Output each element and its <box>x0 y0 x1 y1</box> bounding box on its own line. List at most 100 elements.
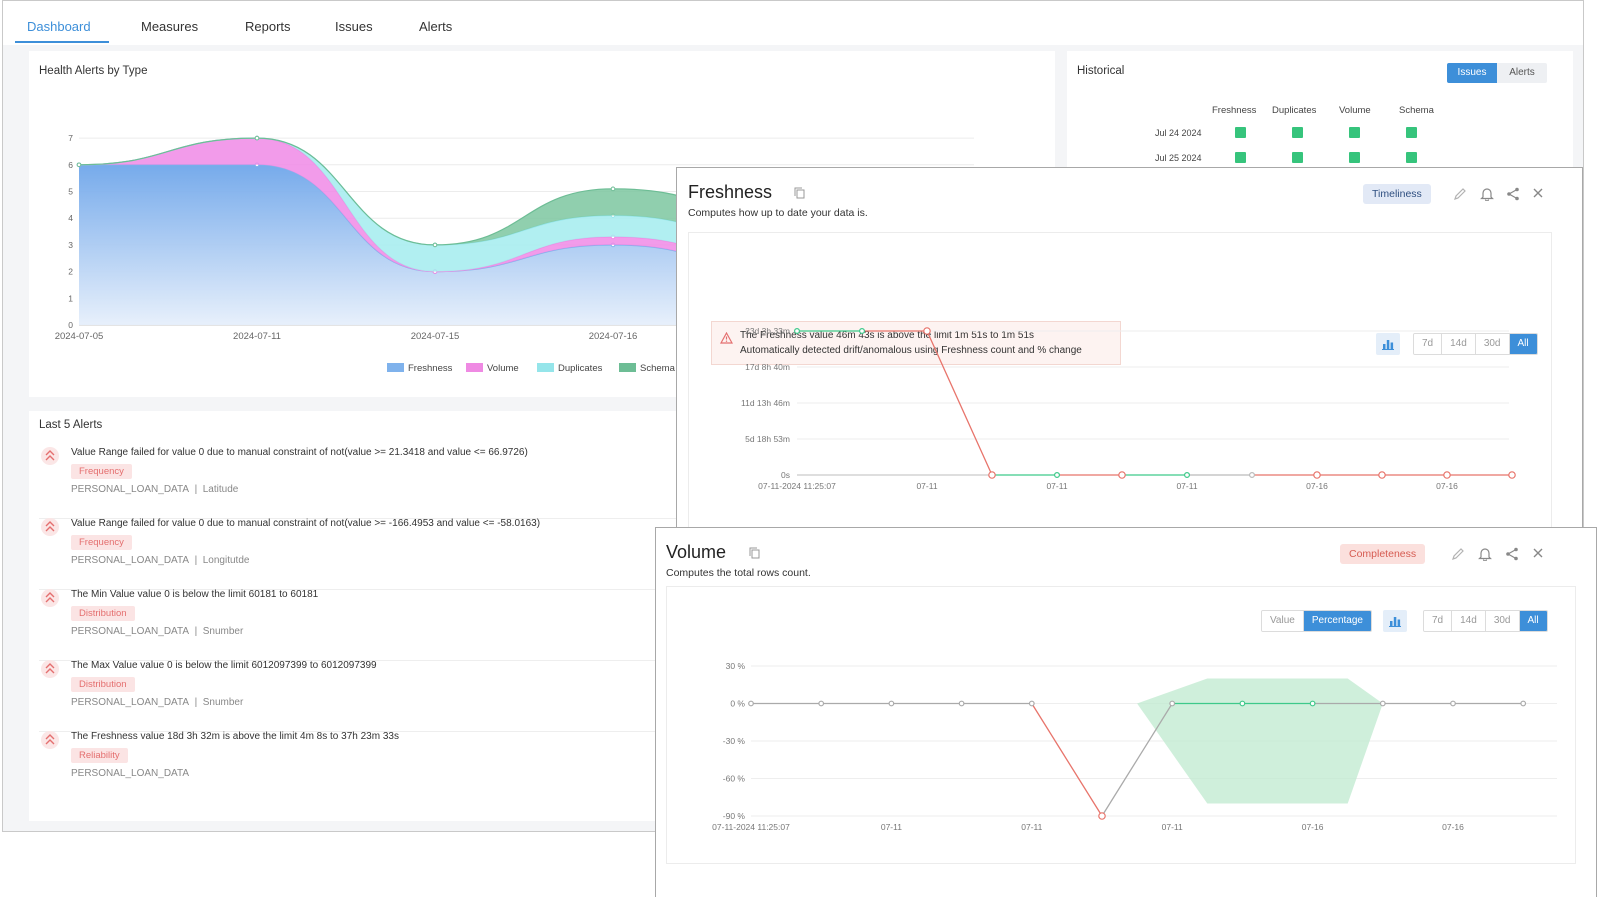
data-point <box>923 327 931 335</box>
edit-icon[interactable] <box>1453 187 1467 201</box>
alert-list-item[interactable]: The Min Value value 0 is below the limit… <box>39 589 1039 661</box>
y-tick-label: 3 <box>68 240 73 250</box>
data-point <box>1508 471 1516 479</box>
y-tick-label: 7 <box>68 133 73 143</box>
alert-list-item[interactable]: The Freshness value 18d 3h 32m is above … <box>39 731 1039 803</box>
bar-chart-icon <box>1389 617 1401 627</box>
freshness-line-chart: 0s 5d 18h 53m 11d 13h 46m 17d 8h 40m 23d 3h … <box>741 326 1516 491</box>
alert-column[interactable]: Latitude <box>202 484 239 495</box>
range-7d[interactable]: 7d <box>1424 611 1453 631</box>
y-tick-label: 2 <box>68 267 73 277</box>
data-point <box>1313 471 1321 479</box>
range-30d[interactable]: 30d <box>1475 334 1510 354</box>
y-tick-label: -60 % <box>723 774 746 784</box>
alert-list-item[interactable]: The Max Value value 0 is below the limit… <box>39 660 1039 732</box>
y-tick-label: 30 % <box>726 661 746 671</box>
range-30d[interactable]: 30d <box>1485 611 1520 631</box>
historical-cell[interactable] <box>1406 127 1417 138</box>
alert-table[interactable]: PERSONAL_LOAN_DATA <box>71 484 190 495</box>
range-14d[interactable]: 14d <box>1442 334 1476 354</box>
tab-alerts[interactable]: Alerts <box>419 19 453 34</box>
alert-column[interactable]: Longitutde <box>202 555 250 566</box>
data-point <box>1450 700 1456 707</box>
tab-measures[interactable]: Measures <box>141 19 199 34</box>
historical-cell[interactable] <box>1235 152 1246 163</box>
alert-list-item[interactable]: Value Range failed for value 0 due to ma… <box>39 518 1039 590</box>
alert-source: PERSONAL_LOAN_DATA | Latitude <box>71 484 239 495</box>
historical-cell[interactable] <box>1235 127 1246 138</box>
alert-column[interactable]: Snumber <box>202 626 244 637</box>
y-tick-label: 5 <box>68 187 73 197</box>
share-icon[interactable] <box>1506 187 1520 201</box>
y-tick-label: 5d 18h 53m <box>745 434 790 444</box>
alert-table[interactable]: PERSONAL_LOAN_DATA <box>71 768 190 779</box>
copy-icon[interactable] <box>749 547 760 559</box>
x-tick-label: 2024-07-05 <box>55 331 104 342</box>
tab-bar: Dashboard Measures Reports Issues Alerts <box>3 1 1583 45</box>
y-tick-label: -90 % <box>723 811 746 821</box>
historical-row-date: Jul 25 2024 <box>1155 153 1202 163</box>
close-icon[interactable] <box>1532 547 1544 559</box>
historical-cell[interactable] <box>1349 152 1360 163</box>
alert-column[interactable]: Snumber <box>202 697 244 708</box>
copy-icon[interactable] <box>794 187 805 199</box>
data-point <box>988 471 996 479</box>
historical-cell[interactable] <box>1349 127 1360 138</box>
bell-icon[interactable] <box>1478 546 1492 561</box>
alert-list-item[interactable]: Value Range failed for value 0 due to ma… <box>39 447 1039 519</box>
y-tick-label: 11d 13h 46m <box>741 398 790 408</box>
data-point <box>748 700 754 707</box>
range-all[interactable]: All <box>1509 334 1537 354</box>
legend-swatch <box>537 363 554 372</box>
historical-cell[interactable] <box>1406 152 1417 163</box>
tab-dashboard[interactable]: Dashboard <box>27 19 91 34</box>
volume-title: Volume <box>666 542 727 562</box>
range-all[interactable]: All <box>1519 611 1547 631</box>
x-tick-label: 07-16 <box>1436 481 1458 491</box>
data-point <box>1379 700 1386 707</box>
data-point <box>610 186 616 192</box>
alert-table[interactable]: PERSONAL_LOAN_DATA <box>71 626 190 637</box>
data-point <box>1118 471 1126 479</box>
tab-reports[interactable]: Reports <box>245 19 291 34</box>
freshness-warning: The Freshness value 46m 43s is above the… <box>711 321 1121 365</box>
tab-issues[interactable]: Issues <box>335 19 373 34</box>
range-7d[interactable]: 7d <box>1414 334 1443 354</box>
historical-alerts-toggle[interactable]: Alerts <box>1497 63 1547 83</box>
share-icon[interactable] <box>1505 547 1519 561</box>
data-point <box>1378 471 1386 479</box>
range-14d[interactable]: 14d <box>1452 611 1486 631</box>
legend-swatch <box>619 363 636 372</box>
alert-table[interactable]: PERSONAL_LOAN_DATA <box>71 555 190 566</box>
bell-icon[interactable] <box>1480 186 1494 201</box>
historical-cell[interactable] <box>1292 152 1303 163</box>
mode-value[interactable]: Value <box>1262 611 1304 631</box>
y-tick-label: 1 <box>68 293 73 303</box>
chart-type-button[interactable] <box>1376 333 1400 355</box>
freshness-panel: Freshness Computes how up to date your d… <box>676 167 1583 532</box>
mode-percentage[interactable]: Percentage <box>1303 611 1371 631</box>
alert-message: The Freshness value 18d 3h 32m is above … <box>71 731 399 742</box>
x-tick-label: 07-16 <box>1442 822 1464 832</box>
freshness-chart-box: The Freshness value 46m 43s is above the… <box>688 232 1552 532</box>
volume-chart-box: Value Percentage 7d 14d 30d All 30 % 0 % -… <box>666 586 1576 864</box>
volume-subtitle: Computes the total rows count. <box>666 567 811 579</box>
historical-title: Historical <box>1077 65 1125 77</box>
historical-issues-toggle[interactable]: Issues <box>1447 63 1497 83</box>
freshness-subtitle: Computes how up to date your data is. <box>688 207 868 219</box>
alert-tag: Distribution <box>71 677 135 692</box>
x-tick-label: 07-11 <box>916 481 937 491</box>
close-icon[interactable] <box>1532 187 1544 199</box>
chart-type-button[interactable] <box>1383 610 1407 632</box>
y-tick-label: 0 <box>68 320 73 330</box>
legend-swatch <box>387 363 404 372</box>
edit-icon[interactable] <box>1451 547 1465 561</box>
historical-col-duplicates: Duplicates <box>1272 105 1317 116</box>
historical-cell[interactable] <box>1292 127 1303 138</box>
alert-table[interactable]: PERSONAL_LOAN_DATA <box>71 697 190 708</box>
data-point <box>1520 700 1527 707</box>
timeliness-badge: Timeliness <box>1363 184 1431 204</box>
x-tick-label: 07-16 <box>1306 481 1328 491</box>
historical-col-schema: Schema <box>1399 105 1434 116</box>
warning-line-2: Automatically detected drift/anomalous u… <box>740 345 1082 356</box>
